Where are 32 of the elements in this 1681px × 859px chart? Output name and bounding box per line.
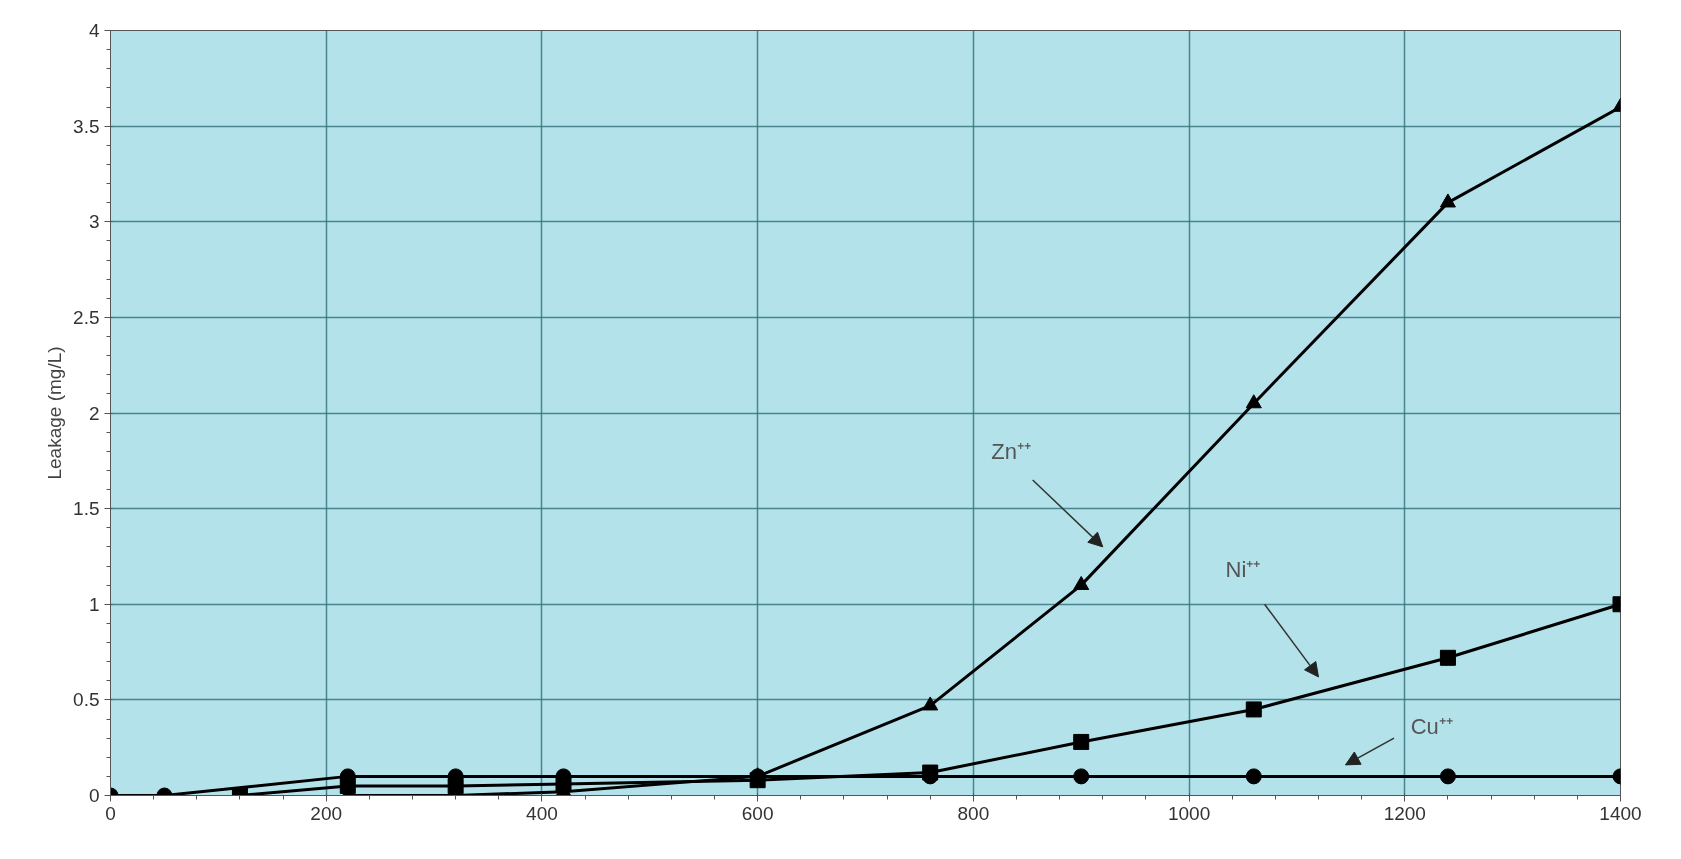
y-tick-label: 3.5 — [73, 115, 100, 137]
annotation: Zn⁺⁺ — [991, 438, 1031, 464]
point — [1073, 575, 1090, 590]
y-tick-label: 1.5 — [73, 498, 100, 520]
x-tick-label: 1400 — [1599, 802, 1642, 824]
point — [1073, 733, 1090, 750]
annotation: Cu⁺⁺ — [1410, 714, 1453, 740]
x-tick-label: 200 — [310, 802, 343, 824]
y-tick-label: 2 — [88, 402, 100, 424]
point — [1439, 768, 1456, 785]
annotation: Ni⁺⁺ — [1225, 557, 1261, 583]
x-tick-label: 400 — [526, 802, 558, 824]
point — [1245, 394, 1262, 409]
y-tick-label: 3 — [88, 211, 100, 233]
x-tick-label: 1000 — [1167, 802, 1211, 824]
point — [1439, 649, 1456, 666]
x-tick-label: 800 — [957, 802, 990, 824]
y-tick-label: 1 — [88, 593, 100, 615]
x-tick-label: 600 — [741, 802, 774, 824]
point — [1073, 768, 1090, 785]
y-tick-label: 4 — [88, 20, 100, 41]
point — [922, 764, 939, 781]
x-tick-label: 1200 — [1383, 802, 1426, 824]
point — [1439, 193, 1456, 208]
y-tick-label: 0 — [88, 785, 100, 806]
y-tick-label: 2.5 — [73, 306, 100, 328]
y-tick-label: 0.5 — [73, 689, 100, 711]
point — [922, 696, 939, 711]
y-axis-title: Leakage (mg/L) — [44, 346, 66, 480]
point — [1245, 701, 1262, 718]
x-tick-label: 0 — [105, 802, 116, 824]
point — [1245, 768, 1262, 785]
